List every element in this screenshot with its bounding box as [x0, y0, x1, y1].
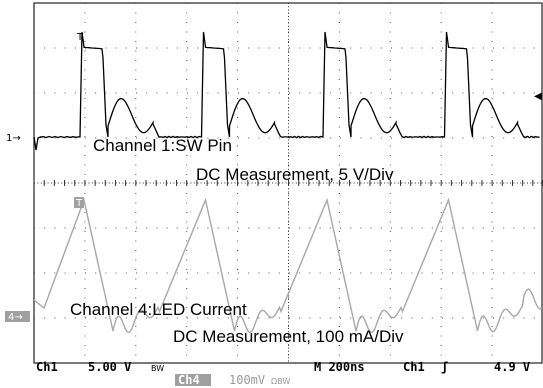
graticule: [33, 2, 543, 364]
status-ch1-scale: 5.00 V: [88, 360, 131, 374]
status-ch4-label-bg: [175, 374, 211, 386]
ch4-led-current-trace: [33, 197, 543, 334]
status-timebase: M 200ns: [314, 360, 365, 374]
ch4-name-label: Channel 4:LED Current: [70, 300, 247, 319]
ch1-sw-pin-trace: [33, 31, 540, 151]
ch4-trigger-position-marker-bg: [74, 197, 84, 208]
status-trigger-level: 4.9 V: [494, 360, 530, 374]
status-ch4-suffix: ΩBW: [271, 377, 290, 386]
ch4-measurement-label: DC Measurement, 100 mA/Div: [173, 327, 404, 346]
ch1-ground-marker: 1→: [6, 133, 21, 144]
ch1-trigger-position-marker: T: [76, 32, 84, 43]
ch4-trigger-position-marker: T: [75, 198, 83, 209]
status-ch4-label: Ch4: [178, 373, 200, 387]
status-trigger-channel: Ch1: [403, 360, 425, 374]
status-ch1-label: Ch1: [36, 360, 58, 374]
status-ch1-bw-suffix: BW: [151, 364, 164, 373]
status-trigger-slope: ʃ: [441, 360, 448, 374]
ch4-ground-marker: 4→: [8, 312, 23, 323]
status-ch4-scale: 100mV: [229, 373, 265, 387]
ch1-measurement-label: DC Measurement, 5 V/Div: [196, 165, 394, 184]
ch1-name-label: Channel 1:SW Pin: [93, 136, 232, 155]
ch4-ground-marker-bg: [5, 311, 30, 322]
trigger-level-arrow: ◀: [534, 91, 542, 102]
